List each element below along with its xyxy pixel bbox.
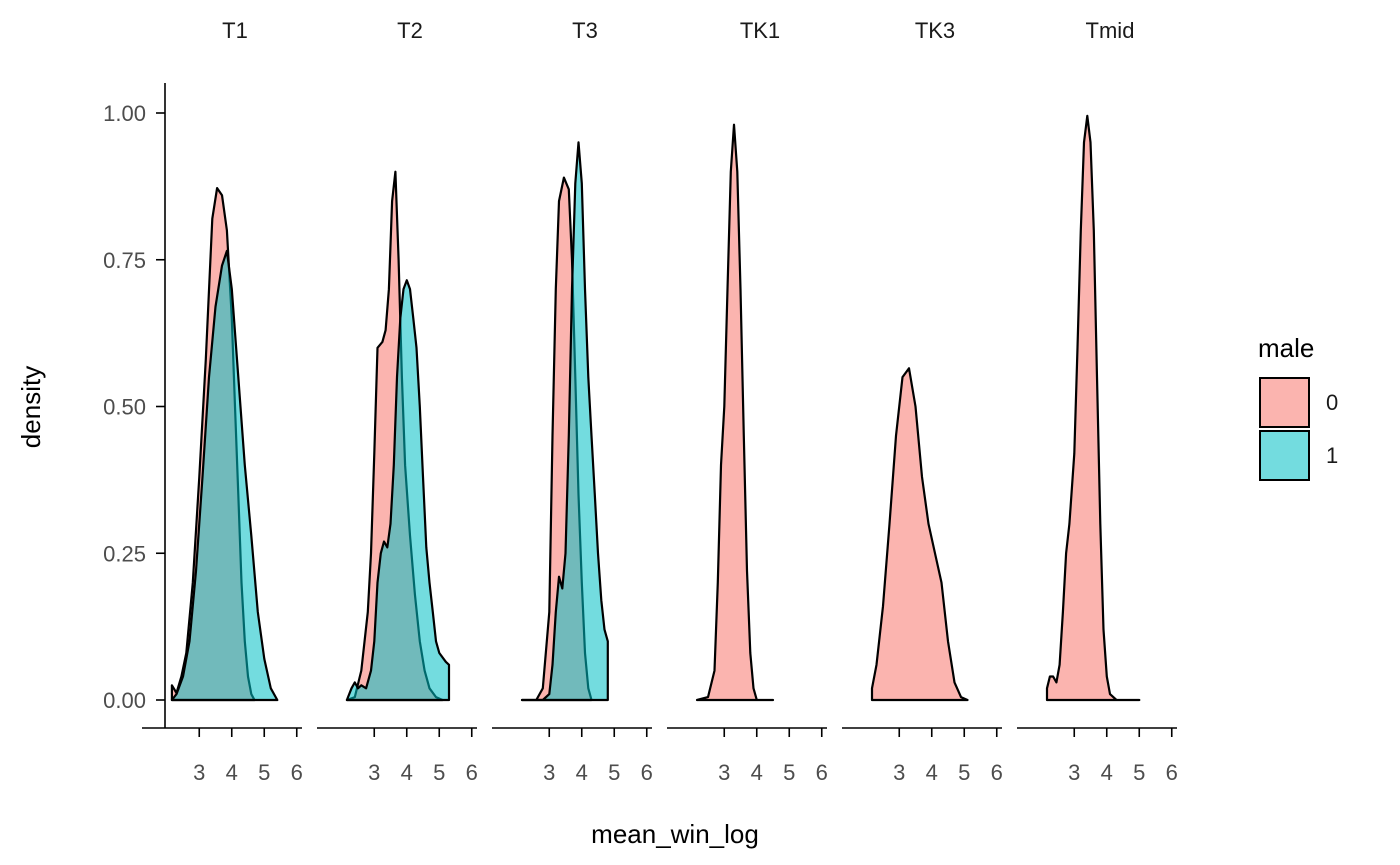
density-area-group-0: [695, 123, 775, 702]
legend-label: 1: [1326, 443, 1338, 468]
x-tick-label: 3: [893, 760, 905, 785]
y-axis: 0.00 0.25 0.50 0.75 1.00: [103, 83, 166, 728]
density-area-group-1: [345, 279, 451, 702]
facet-t2: T2 3 4 5 6: [317, 18, 478, 785]
x-tick-label: 4: [926, 760, 938, 785]
facet-tk3: TK3 3 4 5 6: [842, 18, 1003, 785]
facet-tk1: TK1 3 4 5 6: [667, 18, 828, 785]
x-tick-label: 3: [718, 760, 730, 785]
x-tick-label: 3: [1068, 760, 1080, 785]
y-axis-title: density: [16, 366, 46, 448]
x-tick-label: 5: [608, 760, 620, 785]
x-tick-label: 5: [258, 760, 270, 785]
y-tick-label: 0.25: [103, 541, 146, 566]
facet-title: T1: [222, 18, 248, 43]
x-tick-label: 6: [1166, 760, 1178, 785]
y-tick-label: 0.75: [103, 248, 146, 273]
density-area-group-0: [1045, 114, 1141, 702]
facet-t3: T3 3 4 5 6: [492, 18, 653, 785]
facet-title: T2: [397, 18, 423, 43]
x-tick-label: 5: [433, 760, 445, 785]
x-tick-label: 4: [226, 760, 238, 785]
x-tick-label: 3: [368, 760, 380, 785]
legend-key-1: [1259, 430, 1310, 481]
x-tick-label: 6: [466, 760, 478, 785]
x-tick-label: 4: [576, 760, 588, 785]
facet-title: TK1: [740, 18, 780, 43]
density-area-group-1: [520, 141, 609, 702]
x-axis-title: mean_win_log: [591, 819, 759, 849]
x-tick-label: 6: [816, 760, 828, 785]
facet-title: TK3: [915, 18, 955, 43]
legend: male 0 1: [1258, 333, 1338, 481]
x-tick-label: 6: [991, 760, 1003, 785]
facet-title: Tmid: [1086, 18, 1135, 43]
x-tick-label: 6: [641, 760, 653, 785]
x-tick-label: 3: [193, 760, 205, 785]
x-tick-label: 3: [543, 760, 555, 785]
x-tick-label: 4: [751, 760, 763, 785]
facet-t1: T1 3 4 5 6: [142, 18, 303, 785]
y-tick-label: 0.00: [103, 688, 146, 713]
x-tick-label: 4: [401, 760, 413, 785]
x-tick-label: 4: [1101, 760, 1113, 785]
x-tick-label: 5: [783, 760, 795, 785]
x-tick-label: 5: [1133, 760, 1145, 785]
x-tick-label: 6: [291, 760, 303, 785]
y-tick-label: 0.50: [103, 395, 146, 420]
legend-title: male: [1258, 333, 1314, 363]
density-area-group-0: [870, 367, 969, 702]
y-tick-label: 1.00: [103, 101, 146, 126]
legend-key-0: [1259, 377, 1310, 428]
facet-title: T3: [572, 18, 598, 43]
facet-tmid: Tmid 3 4 5 6: [1017, 18, 1178, 785]
x-tick-label: 5: [958, 760, 970, 785]
legend-label: 0: [1326, 390, 1338, 415]
density-area-group-1: [170, 249, 279, 702]
